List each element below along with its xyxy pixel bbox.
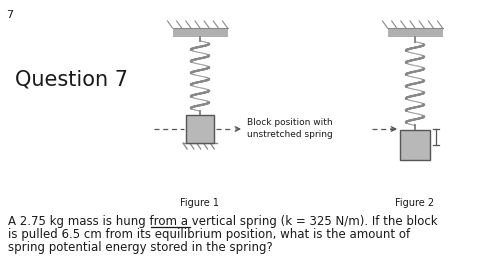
Text: spring potential energy stored in the spring?: spring potential energy stored in the sp…	[8, 241, 273, 254]
Text: Figure 2: Figure 2	[395, 198, 434, 208]
Text: 7: 7	[6, 10, 13, 20]
Text: is pulled 6.5 cm from its equilibrium position, what is the amount of: is pulled 6.5 cm from its equilibrium po…	[8, 228, 410, 241]
Text: Question 7: Question 7	[15, 70, 128, 90]
Bar	[388, 28, 443, 37]
Bar	[172, 28, 227, 37]
Text: A 2.75 kg mass is hung from a vertical spring (k = 325 N/m). If the block: A 2.75 kg mass is hung from a vertical s…	[8, 215, 438, 228]
Text: Figure 1: Figure 1	[181, 198, 220, 208]
Bar	[186, 115, 214, 143]
Text: Block position with: Block position with	[247, 118, 333, 127]
Text: unstretched spring: unstretched spring	[247, 130, 333, 139]
Bar	[400, 130, 430, 160]
